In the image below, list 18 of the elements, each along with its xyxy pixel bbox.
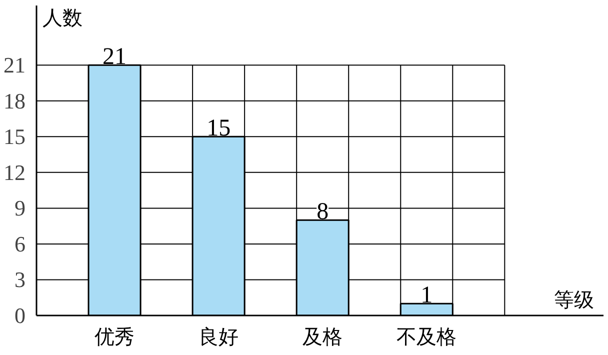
y-tick-label: 3 — [14, 267, 26, 292]
y-tick-label: 21 — [4, 52, 26, 78]
x-tick-label: 优秀 — [94, 326, 135, 348]
x-tick-label: 良好 — [198, 326, 239, 348]
y-axis-title: 人数 — [42, 8, 82, 30]
x-tick-label: 不及格 — [396, 326, 457, 348]
y-tick-label: 18 — [4, 88, 26, 114]
y-tick-label: 9 — [14, 196, 26, 221]
x-axis-title: 等级 — [554, 290, 594, 312]
x-tick-label: 及格 — [302, 326, 343, 348]
data-label: 1 — [420, 282, 433, 309]
y-tick-label: 12 — [4, 160, 26, 185]
data-label: 8 — [316, 199, 329, 226]
y-tick-label: 15 — [4, 124, 26, 150]
y-tick-label: 0 — [14, 303, 26, 328]
data-label: 21 — [102, 44, 127, 70]
y-tick-label: 6 — [14, 231, 26, 256]
data-label: 15 — [206, 116, 231, 142]
